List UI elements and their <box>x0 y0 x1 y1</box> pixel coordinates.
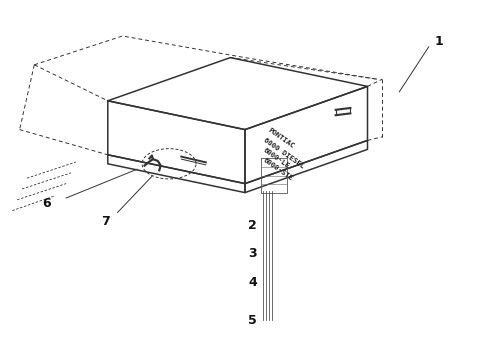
Text: 4: 4 <box>248 276 257 289</box>
Text: 1: 1 <box>434 35 443 48</box>
Text: PONTIAC: PONTIAC <box>267 126 295 149</box>
Text: 7: 7 <box>101 215 110 228</box>
Text: 6000-STE: 6000-STE <box>262 157 294 182</box>
Text: 6000-LE: 6000-LE <box>262 147 291 170</box>
Text: 6: 6 <box>42 197 51 210</box>
Text: 2: 2 <box>248 219 257 231</box>
Text: 6000 DIESEL: 6000 DIESEL <box>262 137 305 170</box>
Text: 3: 3 <box>248 247 257 260</box>
Text: 5: 5 <box>248 314 257 327</box>
